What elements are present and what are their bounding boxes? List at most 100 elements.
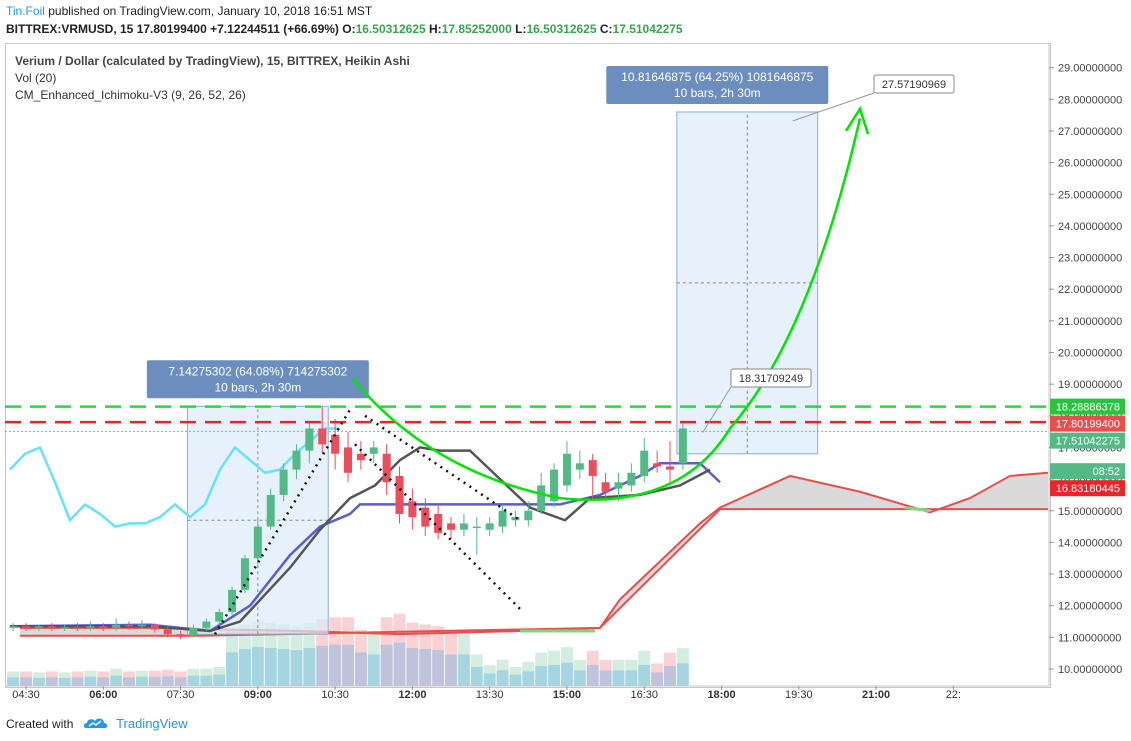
- volume-bar: [509, 667, 522, 686]
- volume-bar: [316, 619, 329, 686]
- candle-body: [112, 624, 121, 628]
- candle-body: [601, 482, 610, 492]
- volume-bar-ma: [45, 677, 58, 686]
- volume-bar-ma: [419, 649, 432, 686]
- volume-bar: [367, 633, 380, 686]
- volume-bar-ma: [354, 652, 367, 686]
- candle-body: [524, 510, 533, 521]
- callout-box: [873, 74, 955, 94]
- volume-bar: [213, 667, 226, 686]
- price-axis-label-bg: [1050, 398, 1125, 415]
- callout-box: [730, 368, 812, 388]
- candle-body: [666, 466, 674, 470]
- legend-ichimoku[interactable]: CM_Enhanced_Ichimoku-V3 (9, 26, 52, 26): [15, 88, 246, 102]
- y-tick-label: 24.00000000: [1058, 221, 1122, 233]
- measure-label-line2: 10 bars, 2h 30m: [674, 86, 761, 100]
- x-tick-label: 04:30: [12, 689, 40, 701]
- volume-bar: [651, 663, 664, 686]
- volume-bar-ma: [58, 677, 71, 686]
- volume-bar: [251, 620, 264, 686]
- volume-bar: [277, 624, 290, 686]
- price-axis-label-bg: [1050, 480, 1125, 497]
- price-axis-label: 18.28886378: [1056, 402, 1120, 414]
- candle-body: [318, 428, 327, 445]
- volume-bar: [7, 671, 20, 686]
- volume-bar-ma: [213, 674, 226, 686]
- y-tick-label: 29.00000000: [1058, 63, 1122, 75]
- volume-bar-ma: [342, 644, 354, 686]
- candle-body: [459, 523, 468, 530]
- volume-bar-ma: [522, 671, 535, 686]
- low-value: 16.50312625: [526, 22, 597, 36]
- volume-bar: [226, 629, 239, 686]
- x-tick-label: 12:00: [398, 689, 426, 701]
- candle-body: [653, 463, 662, 467]
- volume-bar: [238, 624, 251, 686]
- volume-bar: [599, 659, 612, 686]
- candle-body: [562, 453, 571, 486]
- volume-bar: [97, 671, 110, 686]
- candle-body: [34, 626, 43, 628]
- ichimoku-senkou-a: [20, 471, 1049, 636]
- volume-bar-ma: [264, 647, 277, 686]
- y-tick-label: 21.00000000: [1058, 316, 1122, 328]
- chart-legend: Verium / Dollar (calculated by TradingVi…: [15, 53, 410, 104]
- tradingview-brand-link[interactable]: TradingView: [116, 716, 188, 731]
- y-tick-label: 14.00000000: [1058, 537, 1122, 549]
- author-link[interactable]: Tin.Foil: [6, 4, 45, 18]
- y-tick-label: 23.00000000: [1058, 253, 1122, 265]
- labels-layer: 27.57190969 18.31709249 18.28886378 17.8019…: [702, 74, 1125, 497]
- cloud-green-segment: [904, 506, 931, 513]
- candle-body: [150, 624, 159, 630]
- volume-bar: [432, 626, 445, 686]
- close-label: C:: [599, 22, 613, 36]
- y-tick-label: 20.00000000: [1058, 348, 1122, 360]
- volume-layer: [7, 613, 689, 686]
- symbol-label: BITTREX:VRMUSD, 15: [6, 22, 134, 36]
- volume-bar: [586, 650, 599, 686]
- candle-body: [189, 627, 198, 636]
- volume-bar: [419, 624, 432, 686]
- candle-body: [73, 627, 82, 629]
- x-tick-label: 13:30: [476, 689, 504, 701]
- volume-bar-ma: [161, 676, 174, 686]
- volume-bar-ma: [329, 644, 342, 686]
- volume-bar: [32, 672, 45, 686]
- volume-bar: [342, 617, 354, 686]
- close-value: 17.51042275: [612, 22, 683, 36]
- volume-bar: [638, 650, 651, 686]
- lagging-span-line: [9, 427, 340, 528]
- legend-main-series[interactable]: Verium / Dollar (calculated by TradingVi…: [15, 54, 410, 68]
- callout-text: 18.31709249: [739, 373, 803, 385]
- volume-bar: [329, 617, 342, 686]
- candle-body: [9, 626, 18, 628]
- candle-body: [344, 447, 352, 473]
- x-tick-label: 07:30: [167, 689, 195, 701]
- volume-bar-ma: [496, 670, 509, 686]
- ichimoku-cloud-fill: [20, 472, 1048, 636]
- y-tick-label: 22.00000000: [1058, 284, 1122, 296]
- price-axis-label-bg: [1050, 415, 1125, 432]
- volume-bar-ma: [238, 649, 251, 686]
- legend-volume[interactable]: Vol (20): [15, 71, 57, 85]
- volume-bar: [354, 629, 367, 686]
- candle-body: [447, 523, 456, 530]
- volume-bar-ma: [84, 676, 97, 686]
- measure-label-line1: 7.14275302 (64.08%) 714275302: [168, 364, 347, 378]
- candle-body: [292, 450, 301, 470]
- x-tick-label: 19:30: [785, 689, 813, 701]
- projection-arrowhead: [844, 105, 870, 135]
- candle-body: [305, 428, 314, 451]
- price-axis-label-bg: [1050, 432, 1125, 449]
- volume-bar-ma: [97, 677, 110, 686]
- candle-body: [588, 460, 597, 476]
- high-label: H:: [429, 22, 442, 36]
- ohlc-header: BITTREX:VRMUSD, 15 17.80199400 +7.122445…: [6, 22, 683, 36]
- price-axis-label-bg: [1050, 463, 1125, 480]
- volume-bar-ma: [586, 664, 599, 686]
- ichimoku-senkou-b: [20, 508, 1048, 637]
- candle-body: [485, 523, 494, 530]
- volume-bar: [445, 633, 458, 686]
- candle-body: [22, 626, 30, 628]
